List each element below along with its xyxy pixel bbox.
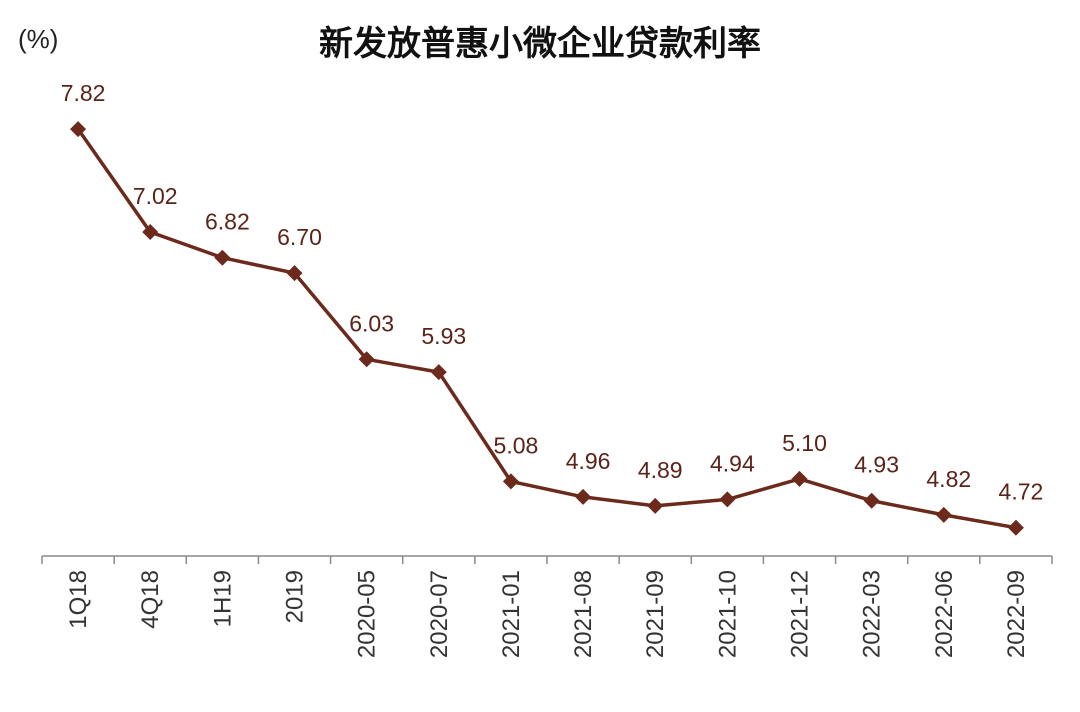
data-point-2021-01 xyxy=(502,473,519,490)
data-point-4Q18 xyxy=(142,224,159,240)
x-tick-label-2019: 2019 xyxy=(282,570,309,623)
data-label-2022-03: 4.93 xyxy=(854,452,899,478)
x-tick-label-2022-03: 2022-03 xyxy=(859,570,886,658)
x-tick-label-2022-06: 2022-06 xyxy=(931,570,958,658)
x-tick-label-2020-05: 2020-05 xyxy=(354,570,381,658)
series-line xyxy=(76,128,1017,530)
data-label-2020-05: 6.03 xyxy=(349,310,394,336)
data-label-2021-12: 5.10 xyxy=(782,430,827,456)
x-tick-label-1H19: 1H19 xyxy=(209,570,236,627)
data-point-2020-07 xyxy=(430,364,447,381)
y-unit-label: (%) xyxy=(18,24,59,54)
data-label-2022-06: 4.82 xyxy=(926,466,971,492)
x-tick-label-4Q18: 4Q18 xyxy=(137,570,164,629)
data-point-2022-03 xyxy=(863,492,880,509)
data-label-2022-09: 4.72 xyxy=(999,479,1044,505)
x-tick-label-2022-09: 2022-09 xyxy=(1003,570,1030,658)
data-point-2020-05 xyxy=(358,351,375,368)
data-point-1Q18 xyxy=(70,121,87,138)
data-point-1H19 xyxy=(214,249,231,266)
data-point-2022-09 xyxy=(1007,519,1024,536)
data-label-1H19: 6.82 xyxy=(205,209,250,235)
data-label-4Q18: 7.02 xyxy=(133,183,178,209)
chart-title: 新发放普惠小微企业贷款利率 xyxy=(319,24,761,64)
data-point-2021-12 xyxy=(791,470,808,487)
data-label-2021-08: 4.96 xyxy=(566,448,611,474)
data-label-2021-10: 4.94 xyxy=(710,450,755,476)
x-tick-label-1Q18: 1Q18 xyxy=(65,570,92,629)
x-tick-label-2021-10: 2021-10 xyxy=(714,570,741,658)
data-point-2022-06 xyxy=(935,506,952,523)
x-tick-label-2021-09: 2021-09 xyxy=(642,570,669,658)
data-point-2021-09 xyxy=(647,497,664,514)
data-label-2021-01: 5.08 xyxy=(494,432,539,458)
data-label-2019: 6.70 xyxy=(277,224,322,250)
data-point-2021-10 xyxy=(719,491,736,508)
data-label-1Q18: 7.82 xyxy=(61,80,106,106)
data-label-2021-09: 4.89 xyxy=(638,457,683,483)
data-point-2019 xyxy=(286,265,303,282)
x-tick-label-2021-08: 2021-08 xyxy=(570,570,597,658)
data-point-2021-08 xyxy=(575,488,592,505)
x-tick-label-2020-07: 2020-07 xyxy=(426,570,453,658)
data-label-2020-07: 5.93 xyxy=(421,323,466,349)
x-tick-label-2021-12: 2021-12 xyxy=(787,570,814,658)
x-tick-label-2021-01: 2021-01 xyxy=(498,570,525,658)
